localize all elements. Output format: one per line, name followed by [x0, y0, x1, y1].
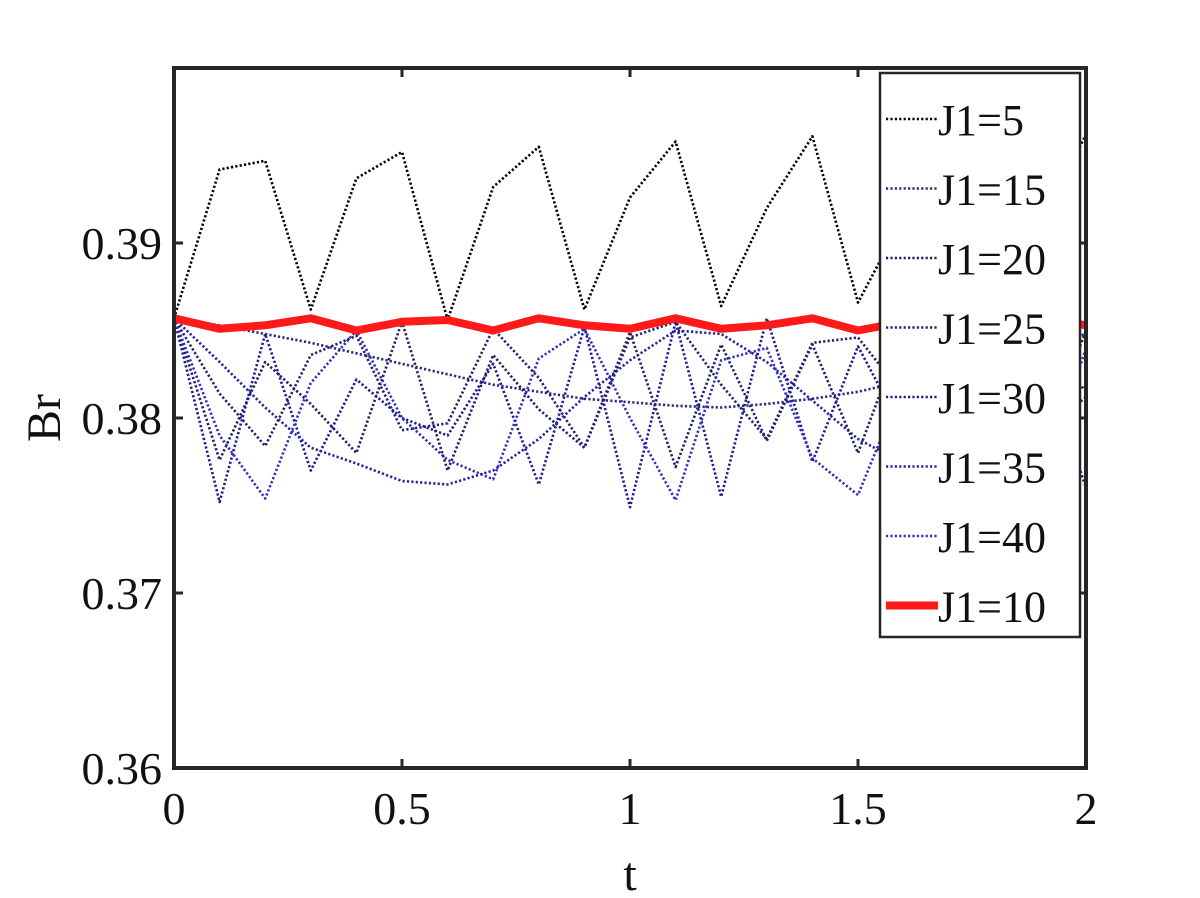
plot-frame — [172, 66, 1088, 770]
y-tick-label: 0.39 — [82, 218, 163, 269]
series-line-j1-5 — [174, 133, 1086, 322]
legend-label: J1=40 — [938, 513, 1046, 562]
legend-label: J1=20 — [938, 235, 1046, 284]
y-tick-label: 0.38 — [82, 393, 163, 444]
y-tick-label: 0.36 — [82, 743, 163, 794]
x-axis-label: t — [623, 848, 637, 898]
legend-label: J1=30 — [938, 374, 1046, 423]
x-tick-label: 0.5 — [373, 783, 431, 834]
x-tick-label: 0 — [163, 783, 186, 834]
legend-label: J1=35 — [938, 444, 1046, 493]
legend-label: J1=15 — [938, 166, 1046, 215]
legend-label: J1=5 — [938, 96, 1024, 145]
ticks-layer: 0 0.5 1 1.5 2 0.36 0.37 0.38 0.39 — [82, 68, 1098, 834]
y-tick-label: 0.37 — [82, 568, 163, 619]
legend-label: J1=25 — [938, 305, 1046, 354]
legend-label: J1=10 — [938, 583, 1046, 632]
x-tick-label: 2 — [1075, 783, 1098, 834]
x-tick-label: 1 — [619, 783, 642, 834]
x-tick-label: 1.5 — [829, 783, 887, 834]
y-axis-label: Br — [18, 394, 71, 442]
legend-box — [878, 71, 1082, 639]
legend: J1=5 J1=15 J1=20 J1=25 J1=30 J1=35 J1=40 J1=10 — [878, 71, 1082, 639]
series-line-j1-30 — [174, 316, 1086, 509]
